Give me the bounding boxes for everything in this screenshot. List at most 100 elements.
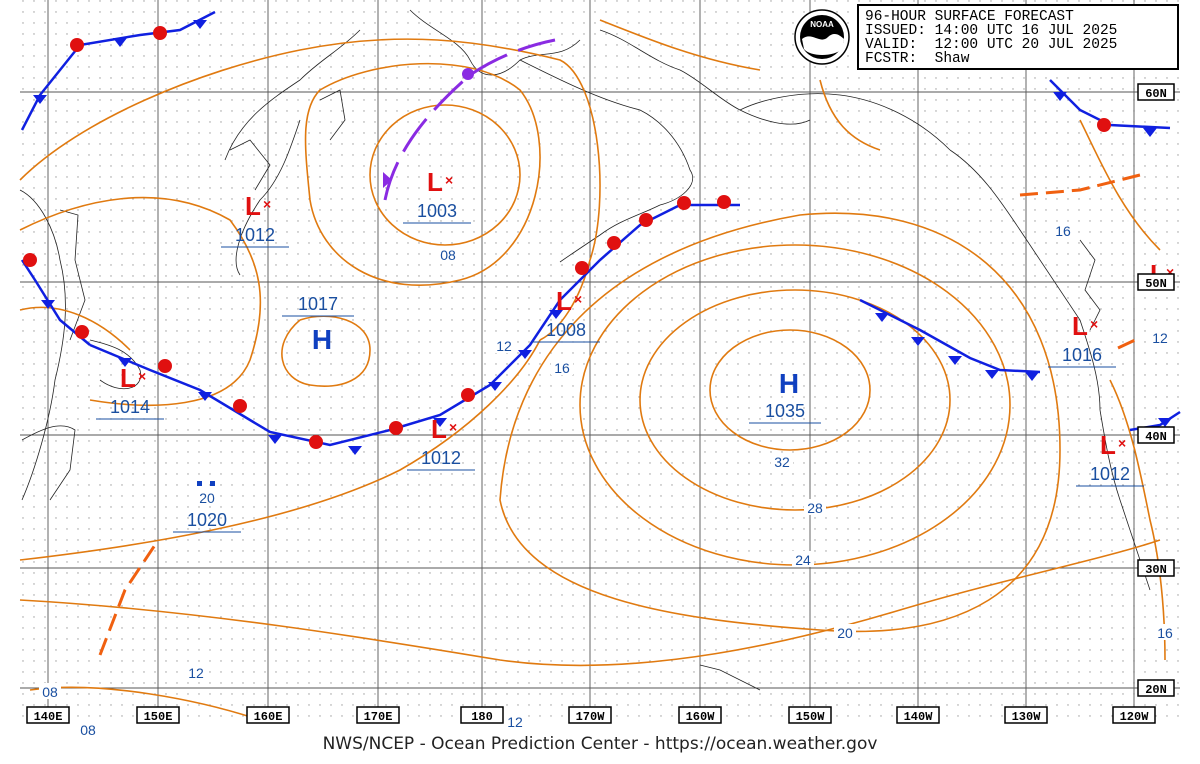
warm-front-symbol (717, 195, 731, 209)
isobar-label-bg (1052, 222, 1074, 238)
low-symbol: L (120, 363, 136, 393)
fronts (20, 10, 1181, 455)
lat-label: 40N (1137, 426, 1175, 444)
cold-front-symbol (113, 38, 127, 47)
isobar-label: 28 (807, 500, 823, 516)
cold-front-symbol (1143, 128, 1157, 137)
cold-front-symbol (193, 20, 207, 29)
lon-label: 150W (788, 706, 832, 724)
lon-label: 160E (246, 706, 290, 724)
isobar-label-bg (804, 499, 826, 515)
isobar-label: 20 (199, 490, 215, 506)
cold-front-symbol (985, 370, 999, 379)
low-pressure-center: L × 1014 (96, 363, 164, 420)
svg-text:NOAA: NOAA (810, 20, 834, 29)
low-symbol: L (1100, 430, 1116, 460)
low-center-mark: × (1118, 435, 1126, 451)
warm-front-symbol (23, 253, 37, 267)
isobar-label: 32 (774, 454, 790, 470)
warm-front-symbol (309, 435, 323, 449)
forecast-title: 96-HOUR SURFACE FORECAST (865, 9, 1074, 25)
cold-front-symbol (348, 446, 362, 455)
lon-label-text: 160W (686, 710, 716, 724)
pressure-value: 1012 (235, 225, 275, 245)
warm-front-symbol (389, 421, 403, 435)
high-point-1020 (197, 481, 215, 486)
isobar-label: 16 (1157, 625, 1173, 641)
isobar-label-bg (77, 721, 99, 737)
low-center-mark: × (138, 368, 146, 384)
axis-labels: 140E 150E 160E 170E 180 170W 160W 150W 140W 130W 1… (26, 83, 1175, 724)
lon-label: 130W (1004, 706, 1048, 724)
cold-front-symbol (33, 95, 47, 104)
isobar-label: 24 (795, 552, 811, 568)
isobar-label-bg (1149, 329, 1171, 345)
lat-label-text: 40N (1145, 430, 1167, 444)
warm-front-symbol (575, 261, 589, 275)
isobar-label: 08 (80, 722, 96, 738)
isobar-label: 20 (837, 625, 853, 641)
high-symbol: H (779, 368, 799, 399)
warm-front-symbol (153, 26, 167, 40)
pressure-value: 1014 (110, 397, 150, 417)
lon-label-text: 180 (471, 710, 493, 724)
cold-front-symbol (433, 418, 447, 427)
low-symbol: L (427, 167, 443, 197)
isobar-label: 08 (42, 684, 58, 700)
low-pressure-center: L × 1012 (221, 191, 289, 248)
lon-label-text: 140E (34, 710, 63, 724)
front-east (859, 298, 1041, 374)
low-symbol: L (556, 286, 572, 316)
low-center-mark: × (449, 419, 457, 435)
warm-front-symbol (233, 399, 247, 413)
low-center-mark: × (263, 196, 271, 212)
isobar-label-bg (185, 664, 207, 680)
lat-label: 20N (1137, 679, 1175, 697)
footer-credit: NWS/NCEP - Ocean Prediction Center - htt… (322, 734, 878, 754)
pressure-value: 1012 (1090, 464, 1130, 484)
coastlines (19, 9, 1151, 691)
high-pressure-center: H 1017 (282, 294, 354, 355)
isobar-label: 12 (1152, 330, 1168, 346)
cold-front-symbol (948, 356, 962, 365)
cold-front-symbol (198, 392, 212, 401)
lon-label: 170W (568, 706, 612, 724)
isobar-label-bg (551, 359, 573, 375)
isobar-label-bg (834, 624, 856, 640)
warm-front-symbol (677, 196, 691, 210)
lon-label-text: 170W (576, 710, 606, 724)
low-symbol: L (245, 191, 261, 221)
lon-label: 150E (136, 706, 180, 724)
lat-label-text: 50N (1145, 277, 1167, 291)
forecast-info-box: 96-HOUR SURFACE FORECAST ISSUED: 14:00 U… (857, 4, 1179, 70)
isobar-label-bg (504, 713, 526, 729)
low-pressure-center: L × 1016 (1048, 311, 1116, 368)
cold-front-symbol (268, 435, 282, 444)
low-pressure-center: L × 1012 (407, 414, 475, 471)
warm-front-symbol (1097, 118, 1111, 132)
pressure-value: 1008 (546, 320, 586, 340)
lon-label-text: 140W (904, 710, 934, 724)
lon-label: 170E (356, 706, 400, 724)
warm-front-symbol (70, 38, 84, 52)
low-center-mark: × (445, 172, 453, 188)
lon-label-text: 160E (254, 710, 283, 724)
isobar-label: 08 (440, 247, 456, 263)
isobar-label: 12 (188, 665, 204, 681)
issued-time: ISSUED: 14:00 UTC 16 JUL 2025 (865, 23, 1118, 39)
pressure-value: 1035 (765, 401, 805, 421)
lon-label: 140E (26, 706, 70, 724)
trough-lines (98, 173, 1141, 656)
pressure-value: 1017 (298, 294, 338, 314)
low-symbol: L (1072, 311, 1088, 341)
low-symbol: L (431, 414, 447, 444)
lat-label-text: 30N (1145, 563, 1167, 577)
lon-label: 140W (896, 706, 940, 724)
isobar-label: 16 (1055, 223, 1071, 239)
isobar-label-bg (39, 683, 61, 699)
isobar-label: 12 (507, 714, 523, 730)
warm-front-symbol (75, 325, 89, 339)
warm-front-symbol (639, 213, 653, 227)
